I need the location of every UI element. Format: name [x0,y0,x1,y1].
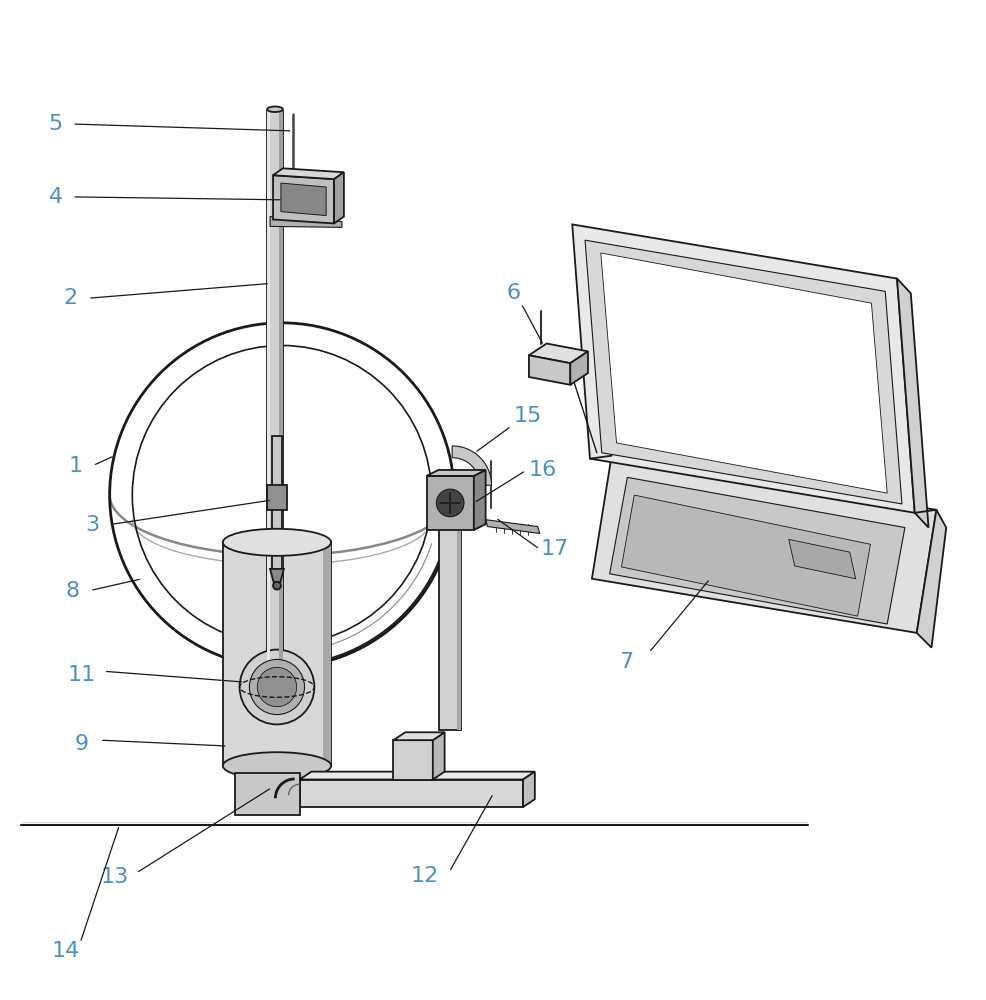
Polygon shape [457,485,460,730]
Text: 11: 11 [68,665,96,685]
Polygon shape [393,732,444,740]
Polygon shape [528,344,588,363]
Text: 7: 7 [618,652,633,672]
Circle shape [249,659,305,715]
Polygon shape [272,436,282,569]
Text: 13: 13 [101,867,128,887]
Ellipse shape [223,529,330,556]
Polygon shape [621,495,870,616]
Polygon shape [279,111,283,667]
Polygon shape [609,477,904,624]
Polygon shape [322,542,330,766]
Polygon shape [429,493,466,508]
Polygon shape [393,740,433,780]
Polygon shape [426,476,473,530]
Polygon shape [267,111,283,667]
Text: 17: 17 [540,539,568,559]
Circle shape [240,650,315,724]
Text: 1: 1 [68,456,82,476]
Polygon shape [452,446,491,485]
Polygon shape [300,772,534,780]
Text: 3: 3 [85,515,99,535]
Polygon shape [485,520,539,533]
Polygon shape [426,470,485,476]
Polygon shape [592,456,936,633]
Polygon shape [916,510,946,648]
Polygon shape [223,542,330,766]
Polygon shape [433,732,444,780]
Circle shape [436,489,463,517]
Text: 9: 9 [75,734,89,754]
Text: 14: 14 [51,941,80,961]
Polygon shape [523,772,534,807]
Polygon shape [270,217,341,227]
Polygon shape [788,539,855,579]
Polygon shape [585,240,901,504]
Text: 15: 15 [514,406,541,426]
Text: 12: 12 [410,866,439,886]
Ellipse shape [223,752,330,779]
Polygon shape [600,253,886,493]
Polygon shape [439,485,460,730]
Polygon shape [473,470,485,530]
Text: 6: 6 [506,283,520,303]
Polygon shape [300,780,523,807]
Polygon shape [528,355,570,385]
Polygon shape [267,485,287,510]
Text: 2: 2 [63,288,77,308]
Polygon shape [270,569,284,584]
Polygon shape [570,351,588,385]
Circle shape [257,667,297,707]
Polygon shape [267,111,270,667]
Text: 4: 4 [48,187,62,207]
Polygon shape [235,773,300,815]
Polygon shape [896,279,928,528]
Text: 16: 16 [528,460,556,480]
Polygon shape [333,172,343,223]
Polygon shape [281,183,325,216]
Ellipse shape [267,107,283,112]
Polygon shape [572,224,914,513]
Text: 8: 8 [65,581,79,601]
Text: 5: 5 [48,114,62,134]
Polygon shape [273,168,343,179]
Circle shape [273,582,281,590]
Polygon shape [273,175,333,223]
